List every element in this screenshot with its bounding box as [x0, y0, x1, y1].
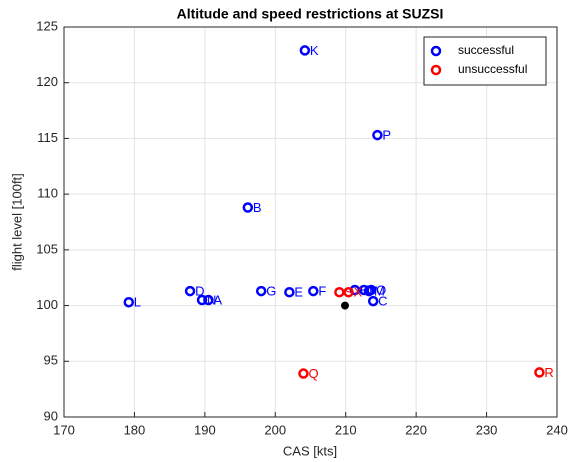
point	[367, 295, 379, 307]
y-tick-label: 100	[36, 297, 58, 312]
point-label: B	[253, 200, 262, 215]
point	[365, 284, 377, 296]
point-label: K	[310, 43, 319, 58]
point-label: O	[376, 282, 386, 297]
legend-marker	[430, 64, 442, 76]
point-label: S	[344, 285, 353, 300]
y-tick-label: 120	[36, 74, 58, 89]
point-label: A	[213, 292, 222, 307]
x-tick-label: 190	[194, 422, 216, 437]
point	[299, 45, 311, 56]
point-label: Q	[308, 366, 318, 381]
legend-marker	[430, 45, 442, 57]
x-axis-label: CAS [kts]	[283, 443, 337, 458]
point	[284, 286, 295, 298]
point	[534, 367, 545, 378]
point-label: E	[294, 285, 303, 300]
legend-box	[423, 36, 547, 86]
point-label: R	[544, 365, 553, 380]
x-tick-label: 240	[546, 422, 568, 437]
point-label: F	[318, 284, 326, 299]
point	[203, 294, 214, 306]
point	[196, 294, 208, 306]
point	[298, 368, 309, 379]
point-label: M	[374, 284, 385, 299]
legend-label: unsuccessful	[458, 62, 527, 76]
y-tick-label: 110	[37, 186, 58, 201]
x-tick-label: 210	[335, 422, 357, 437]
point	[341, 301, 350, 310]
y-tick-label: 105	[36, 241, 58, 256]
y-tick-label: 90	[44, 408, 58, 423]
point	[184, 285, 196, 297]
point-label: D	[195, 284, 204, 299]
point-label: L	[134, 295, 141, 310]
point	[372, 129, 383, 141]
point	[308, 285, 319, 297]
x-tick-label: 180	[124, 422, 146, 437]
point	[123, 296, 135, 308]
y-tick-label: 95	[44, 353, 58, 368]
y-tick-label: 115	[37, 130, 58, 145]
point	[343, 286, 354, 298]
plot-frame	[63, 26, 558, 418]
point-label: X	[354, 285, 363, 300]
point-label: P	[382, 128, 391, 143]
point-label: G	[266, 284, 276, 299]
legend-label: successful	[458, 43, 514, 57]
point-label: C	[378, 294, 387, 309]
x-tick-label: 220	[405, 422, 427, 437]
x-tick-label: 170	[53, 422, 75, 437]
x-tick-label: 200	[264, 422, 286, 437]
point	[255, 285, 267, 297]
chart-title: Altitude and speed restrictions at SUZSI	[177, 6, 444, 22]
point-label: I	[369, 282, 373, 297]
y-axis-label: flight level [100ft]	[9, 173, 24, 271]
point	[242, 202, 254, 213]
y-tick-label: 125	[36, 18, 58, 33]
x-tick-label: 230	[476, 422, 498, 437]
